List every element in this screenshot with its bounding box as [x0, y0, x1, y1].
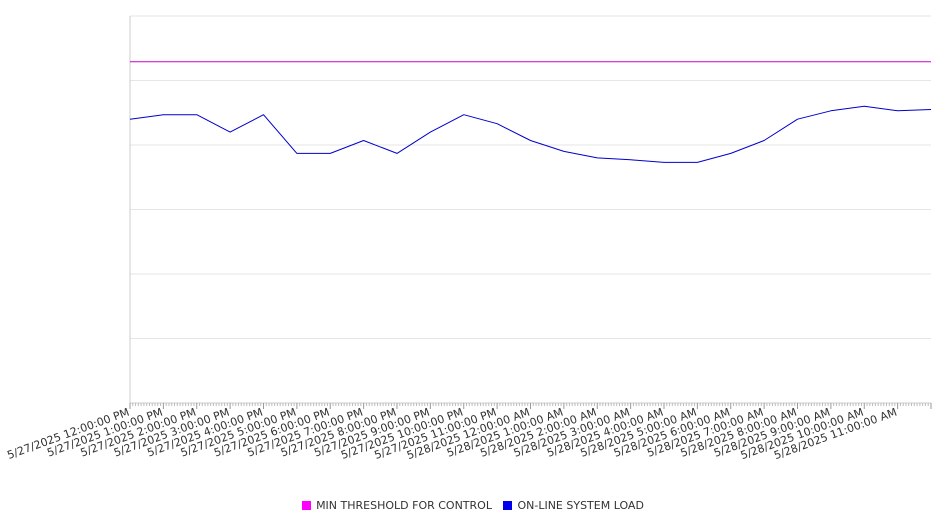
legend-swatch-system-load: [503, 501, 513, 510]
series-lines: [129, 61, 932, 163]
legend-label-min-threshold: MIN THRESHOLD FOR CONTROL: [316, 499, 492, 512]
legend-item-min-threshold: MIN THRESHOLD FOR CONTROL: [302, 499, 492, 512]
legend: MIN THRESHOLD FOR CONTROL ON-LINE SYSTEM…: [0, 499, 946, 513]
legend-label-system-load: ON-LINE SYSTEM LOAD: [517, 499, 644, 512]
grid-lines: [130, 15, 931, 404]
series-system-load-line: [129, 105, 932, 163]
legend-swatch-min-threshold: [302, 501, 312, 510]
x-axis-ticks: 5/27/2025 12:00:00 PM5/27/2025 1:00:00 P…: [5, 403, 932, 462]
legend-item-system-load: ON-LINE SYSTEM LOAD: [503, 499, 644, 512]
